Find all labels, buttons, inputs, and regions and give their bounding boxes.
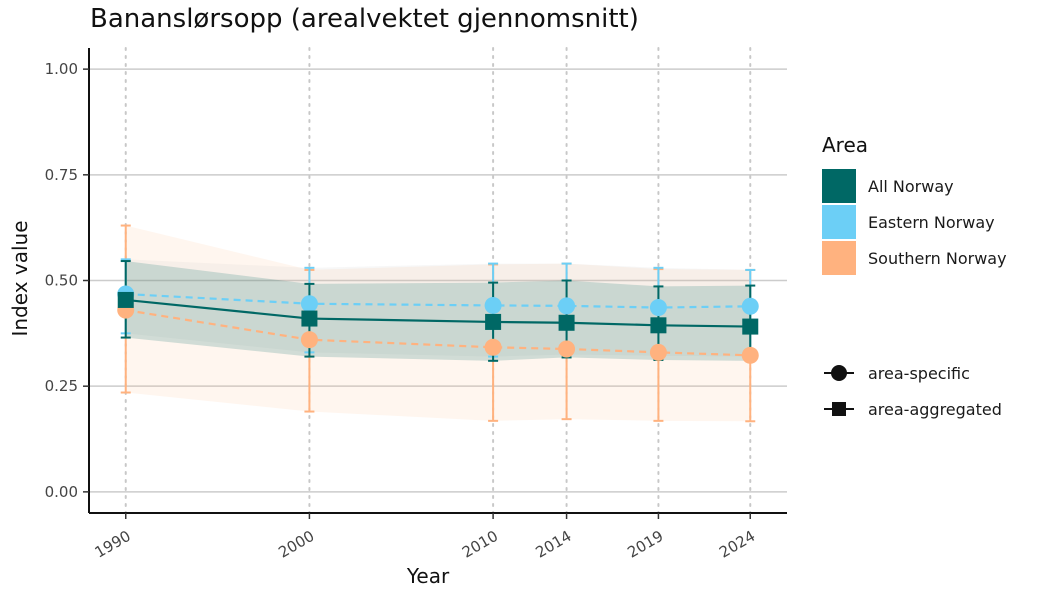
x-axis-title: Year bbox=[406, 564, 450, 588]
point-all-norway bbox=[485, 313, 502, 330]
ci-band-eastern-norway bbox=[125, 259, 751, 357]
legend-label-eastern-norway: Eastern Norway bbox=[868, 212, 995, 232]
point-southern-norway bbox=[558, 340, 576, 358]
x-tick-label: 2000 bbox=[275, 527, 317, 562]
point-eastern-norway bbox=[741, 297, 759, 315]
square-shape-icon bbox=[824, 402, 854, 416]
x-tick-label: 2014 bbox=[533, 527, 575, 562]
y-tick-label: 0.00 bbox=[45, 483, 78, 501]
point-eastern-norway bbox=[300, 295, 318, 313]
legend-item-southern-norway[interactable]: Southern Norway bbox=[822, 241, 1007, 275]
legend-swatch-all-norway bbox=[822, 169, 856, 203]
legend-label-area-specific: area-specific bbox=[868, 363, 970, 383]
chart-title: Bananslørsopp (arealvektet gjennomsnitt) bbox=[90, 4, 639, 34]
legend-swatch-eastern-norway bbox=[822, 205, 856, 239]
x-tick-label: 1990 bbox=[92, 527, 134, 562]
legend-item-all-norway[interactable]: All Norway bbox=[822, 169, 954, 203]
x-tick-label: 2019 bbox=[624, 527, 666, 562]
y-tick-label: 1.00 bbox=[45, 60, 78, 78]
point-southern-norway bbox=[300, 331, 318, 349]
legend-label-all-norway: All Norway bbox=[868, 176, 954, 196]
x-tick-label: 2024 bbox=[716, 527, 758, 562]
legend-item-eastern-norway[interactable]: Eastern Norway bbox=[822, 205, 995, 239]
legend-label-southern-norway: Southern Norway bbox=[868, 248, 1007, 268]
point-southern-norway bbox=[649, 343, 667, 361]
point-all-norway bbox=[301, 310, 318, 327]
y-axis-title: Index value bbox=[8, 220, 32, 336]
point-southern-norway bbox=[741, 346, 759, 364]
legend-item-area-aggregated[interactable]: area-aggregated bbox=[822, 397, 1002, 421]
legend-item-area-specific[interactable]: area-specific bbox=[822, 361, 970, 385]
x-tick-label: 2010 bbox=[459, 527, 501, 562]
circle-shape-icon bbox=[824, 365, 854, 381]
y-tick-label: 0.75 bbox=[45, 166, 78, 184]
point-all-norway bbox=[117, 291, 134, 308]
series-line-all-norway bbox=[125, 298, 751, 328]
point-eastern-norway bbox=[484, 296, 502, 314]
point-all-norway bbox=[650, 317, 667, 334]
legend-swatch-southern-norway bbox=[822, 241, 856, 275]
ci-band-southern-norway bbox=[125, 225, 751, 422]
legend-area-title: Area bbox=[822, 133, 869, 157]
y-tick-label: 0.25 bbox=[45, 377, 78, 395]
point-eastern-norway bbox=[649, 299, 667, 317]
legend-label-area-aggregated: area-aggregated bbox=[868, 399, 1002, 419]
point-southern-norway bbox=[484, 338, 502, 356]
point-all-norway bbox=[558, 314, 575, 331]
point-eastern-norway bbox=[558, 297, 576, 315]
y-tick-label: 0.50 bbox=[45, 272, 78, 290]
point-all-norway bbox=[742, 318, 759, 335]
